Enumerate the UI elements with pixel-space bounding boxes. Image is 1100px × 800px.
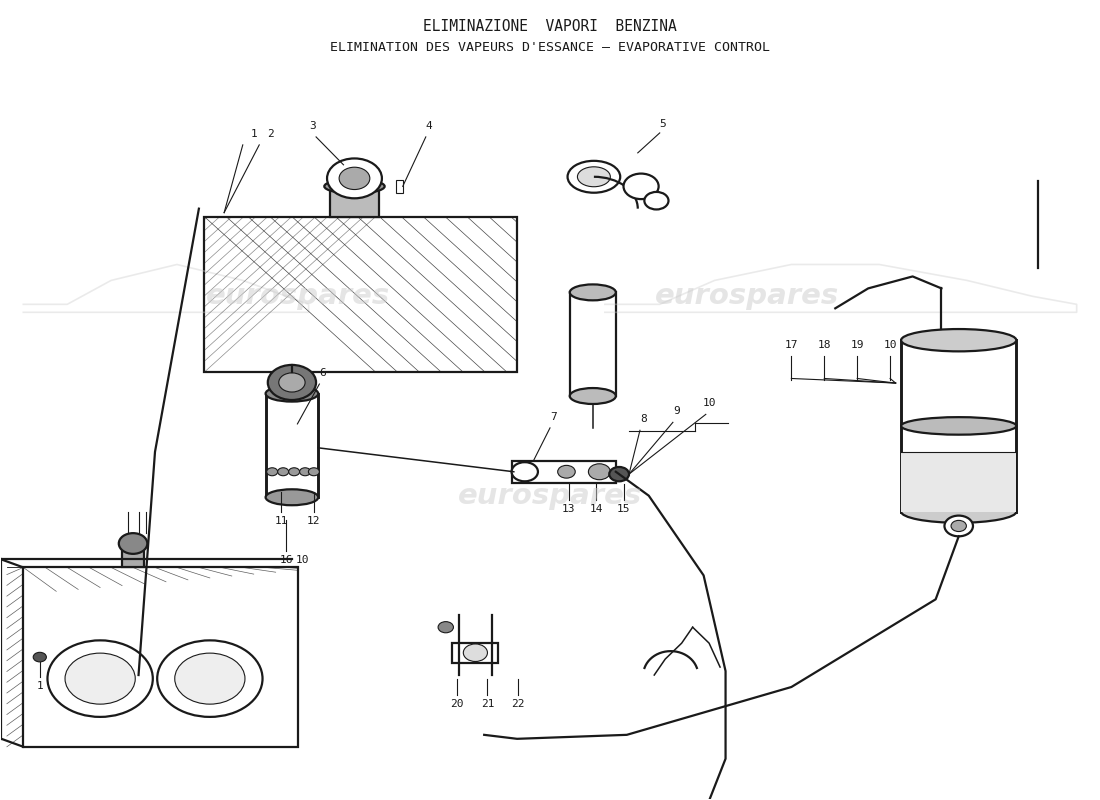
Text: 1: 1 (251, 129, 257, 138)
Text: 10: 10 (702, 398, 716, 408)
Text: 5: 5 (660, 119, 667, 129)
Bar (122, 543, 144, 567)
Text: 17: 17 (784, 340, 799, 350)
Text: eurospares: eurospares (656, 282, 839, 310)
Circle shape (588, 464, 610, 480)
Circle shape (339, 167, 370, 190)
Circle shape (327, 158, 382, 198)
Text: 2: 2 (267, 129, 274, 138)
Text: 20: 20 (450, 699, 463, 709)
Circle shape (278, 373, 305, 392)
Circle shape (952, 520, 967, 531)
Circle shape (65, 653, 135, 704)
Circle shape (119, 533, 147, 554)
Circle shape (157, 640, 263, 717)
Bar (901, 452, 1016, 512)
Circle shape (288, 468, 299, 476)
Text: ELIMINAZIONE  VAPORI  BENZINA: ELIMINAZIONE VAPORI BENZINA (424, 19, 676, 34)
Circle shape (47, 640, 153, 717)
Text: eurospares: eurospares (206, 282, 389, 310)
Bar (512, 461, 616, 483)
Bar (205, 217, 517, 372)
Text: 1: 1 (36, 681, 43, 691)
Ellipse shape (265, 490, 318, 506)
Bar (330, 186, 378, 217)
Text: 15: 15 (617, 504, 630, 514)
Text: 8: 8 (640, 414, 647, 424)
Circle shape (609, 467, 629, 482)
Ellipse shape (570, 285, 616, 300)
Text: 6: 6 (319, 368, 326, 378)
Text: 3: 3 (309, 121, 316, 130)
Text: 7: 7 (550, 411, 557, 422)
Circle shape (624, 174, 659, 199)
Text: 12: 12 (307, 515, 320, 526)
Circle shape (308, 468, 319, 476)
Text: 11: 11 (274, 515, 288, 526)
Circle shape (645, 192, 669, 210)
Circle shape (438, 622, 453, 633)
Bar (396, 180, 403, 193)
Text: 10: 10 (883, 340, 896, 350)
Circle shape (277, 468, 288, 476)
Bar (452, 643, 498, 663)
Bar (901, 340, 1016, 512)
Ellipse shape (901, 501, 1016, 522)
Text: 10: 10 (296, 555, 310, 566)
Circle shape (299, 468, 310, 476)
Text: 22: 22 (512, 699, 525, 709)
Ellipse shape (265, 386, 318, 402)
Text: 9: 9 (673, 406, 680, 416)
Ellipse shape (578, 167, 610, 186)
Circle shape (267, 365, 316, 400)
Bar (23, 567, 298, 746)
Text: 14: 14 (590, 504, 603, 514)
Bar (570, 292, 616, 396)
Circle shape (33, 652, 46, 662)
Ellipse shape (901, 329, 1016, 351)
Text: 18: 18 (817, 340, 832, 350)
Circle shape (266, 468, 277, 476)
Circle shape (463, 644, 487, 662)
Circle shape (512, 462, 538, 482)
Text: 19: 19 (850, 340, 864, 350)
Text: 13: 13 (562, 504, 575, 514)
Circle shape (175, 653, 245, 704)
Text: eurospares: eurospares (458, 482, 642, 510)
Text: 4: 4 (426, 121, 432, 130)
Ellipse shape (324, 179, 385, 194)
Circle shape (945, 515, 974, 536)
Ellipse shape (568, 161, 620, 193)
Text: ELIMINATION DES VAPEURS D'ESSANCE – EVAPORATIVE CONTROL: ELIMINATION DES VAPEURS D'ESSANCE – EVAP… (330, 41, 770, 54)
Ellipse shape (570, 388, 616, 404)
Ellipse shape (901, 417, 1016, 434)
Text: 16: 16 (279, 555, 294, 566)
Text: 21: 21 (481, 699, 494, 709)
Bar (265, 394, 318, 498)
Circle shape (558, 466, 575, 478)
